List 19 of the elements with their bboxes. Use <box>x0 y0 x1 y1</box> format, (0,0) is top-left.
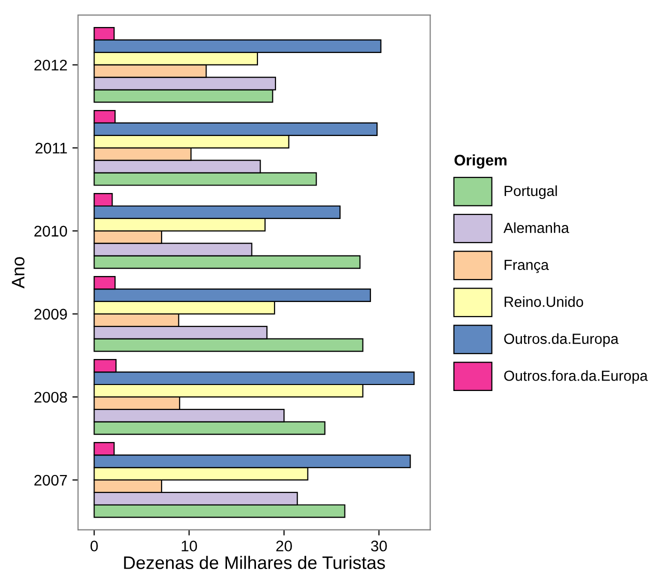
y-tick-label: 2010 <box>34 226 68 237</box>
legend-label: Outros.fora.da.Europa <box>504 370 648 384</box>
legend-label: Outros.da.Europa <box>504 333 619 347</box>
y-axis-title: Ano <box>12 257 25 288</box>
legend-label: França <box>504 260 549 273</box>
legend-label: Alemanha <box>504 222 570 234</box>
x-axis-title: Dezenas de Milhares de Turistas <box>124 556 385 570</box>
legend-label: Portugal <box>504 185 557 199</box>
y-tick-label: 2012 <box>34 60 67 71</box>
x-tick-label: 20 <box>276 540 292 552</box>
legend-label: Reino.Unido <box>504 296 584 307</box>
legend-title: Origem <box>454 154 506 169</box>
y-tick-label: 2009 <box>34 308 67 320</box>
x-tick-label: 30 <box>371 540 387 552</box>
y-tick-label: 2007 <box>34 474 67 486</box>
y-tick-label: 2011 <box>36 142 67 154</box>
x-tick-label: 10 <box>182 540 198 552</box>
x-tick-label: 0 <box>90 540 98 552</box>
y-tick-label: 2008 <box>34 392 67 403</box>
